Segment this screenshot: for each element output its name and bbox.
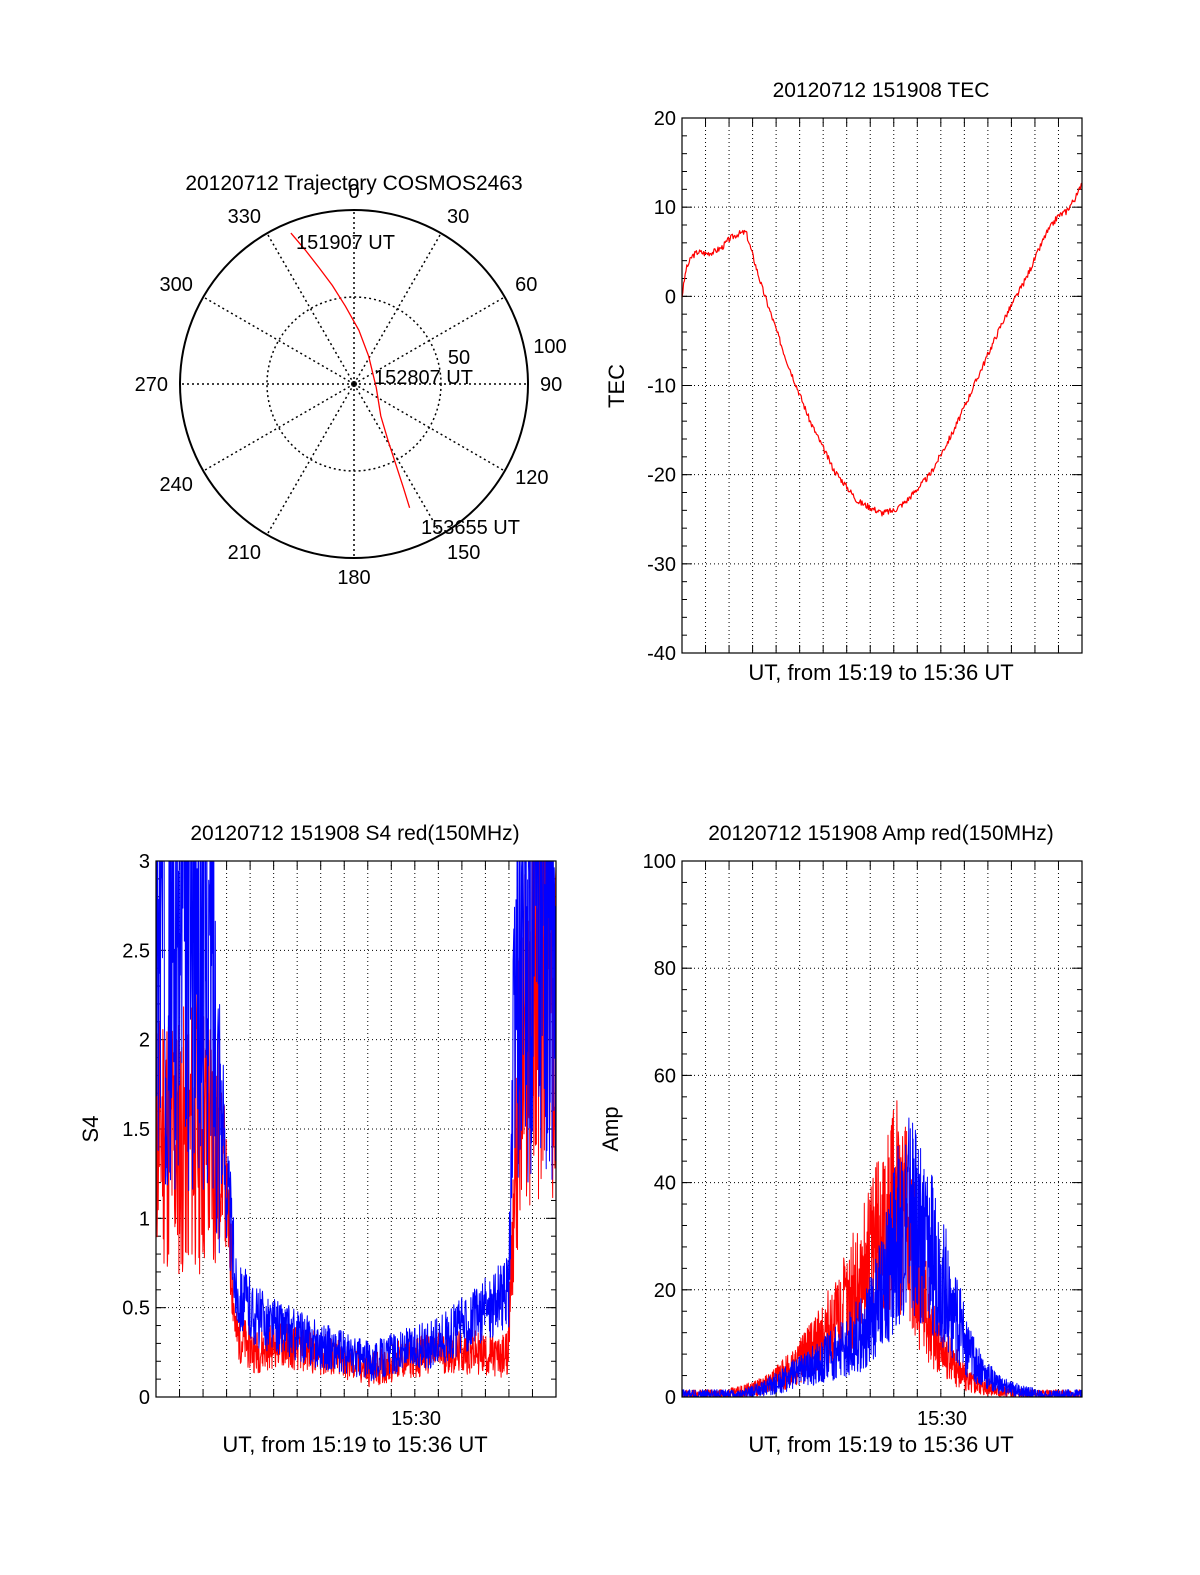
y-tick-label: 0	[665, 286, 676, 308]
series-group	[156, 861, 556, 1388]
tec-title: 20120712 151908 TEC	[773, 79, 990, 102]
y-tick-label: 1	[139, 1208, 150, 1230]
polar-angle-label: 270	[135, 374, 168, 396]
s4-title: 20120712 151908 S4 red(150MHz)	[190, 822, 519, 845]
amp-title: 20120712 151908 Amp red(150MHz)	[708, 822, 1054, 845]
polar-spoke	[353, 383, 442, 536]
polar-spoke	[266, 383, 355, 536]
y-tick-label: 60	[654, 1065, 676, 1087]
series-line	[156, 861, 556, 1382]
polar-title: 20120712 Trajectory COSMOS2463	[185, 172, 522, 195]
series-line	[682, 1117, 1082, 1397]
tec-plot-area: 20 10 0 -10 -20 -30 -40	[647, 108, 1083, 665]
polar-spoke	[202, 383, 355, 472]
polar-annotation-start: 151907 UT	[296, 232, 395, 254]
series-line	[682, 182, 1082, 517]
polar-spoke	[202, 296, 355, 385]
polar-angle-label: 300	[160, 274, 193, 296]
amp-ylabel: Amp	[598, 1106, 623, 1151]
s4-ylabel: S4	[78, 1116, 103, 1143]
polar-angle-label: 90	[540, 374, 562, 396]
y-tick-label: -20	[647, 465, 676, 487]
polar-spoke	[353, 296, 506, 385]
y-tick-label: 0	[665, 1387, 676, 1409]
polar-angle-label: 120	[515, 467, 548, 489]
polar-radial-label: 100	[533, 336, 566, 358]
polar-center	[351, 381, 357, 387]
y-tick-label: 3	[139, 851, 150, 873]
y-tick-label: -40	[647, 643, 676, 665]
y-tick-label: -30	[647, 554, 676, 576]
y-tick-label: -10	[647, 376, 676, 398]
polar-angle-label: 240	[160, 474, 193, 496]
y-tick-label: 2	[139, 1030, 150, 1052]
polar-outer-ring	[179, 209, 529, 559]
tec-chart: 20120712 151908 TEC UT, from 15:19 to 15…	[604, 79, 1083, 685]
polar-angle-label: 150	[447, 542, 480, 564]
polar-trajectory-chart: 20120712 Trajectory COSMOS2463 0 30 60 90 12…	[135, 172, 567, 589]
y-tick-label: 1.5	[122, 1119, 150, 1141]
polar-angle-label: 0	[348, 181, 359, 203]
polar-grid	[179, 209, 529, 559]
s4-chart: 20120712 151908 S4 red(150MHz) UT, from …	[78, 822, 557, 1457]
y-tick-label: 2.5	[122, 940, 150, 962]
amp-xlabel: UT, from 15:19 to 15:36 UT	[748, 1432, 1013, 1457]
y-tick-label: 100	[643, 851, 676, 873]
polar-annotation-end: 153655 UT	[421, 517, 520, 539]
polar-angle-label: 60	[515, 274, 537, 296]
plot-frame	[155, 860, 557, 1398]
y-tick-label: 0	[139, 1387, 150, 1409]
y-tick-label: 20	[654, 1280, 676, 1302]
series-group	[682, 1100, 1082, 1397]
polar-spoke	[353, 383, 506, 472]
series-group	[682, 182, 1082, 517]
polar-angle-label: 30	[447, 206, 469, 228]
polar-angle-label: 210	[228, 542, 261, 564]
polar-series	[290, 232, 411, 508]
amp-plot-area: 0 20 40 60 80 100	[643, 851, 1083, 1409]
s4-xtick-label: 15:30	[391, 1408, 441, 1430]
amp-xtick-label: 15:30	[917, 1408, 967, 1430]
polar-trajectory-line	[290, 232, 411, 508]
y-tick-label: 40	[654, 1173, 676, 1195]
polar-angle-label: 180	[337, 567, 370, 589]
y-tick-label: 10	[654, 197, 676, 219]
tec-ylabel: TEC	[604, 364, 629, 408]
polar-spoke	[353, 232, 442, 385]
polar-annotation-mid: 152807 UT	[374, 367, 473, 389]
s4-xlabel: UT, from 15:19 to 15:36 UT	[222, 1432, 487, 1457]
tec-xlabel: UT, from 15:19 to 15:36 UT	[748, 660, 1013, 685]
polar-radial-label: 50	[448, 347, 470, 369]
series-line	[156, 861, 556, 1388]
plot-frame	[681, 117, 1083, 654]
plot-frame	[681, 860, 1083, 1398]
s4-plot-area: 0 0.5 1 1.5 2 2.5 3	[122, 851, 557, 1409]
amp-chart: 20120712 151908 Amp red(150MHz) UT, from…	[598, 822, 1083, 1457]
polar-spoke	[266, 232, 355, 385]
y-tick-label: 80	[654, 958, 676, 980]
polar-angle-label: 330	[228, 206, 261, 228]
series-line	[682, 1100, 1082, 1397]
y-tick-label: 0.5	[122, 1298, 150, 1320]
polar-angle-labels: 0 30 60 90 120 150 180 210 240 270 300 330 50 100	[135, 181, 567, 589]
y-tick-label: 20	[654, 108, 676, 130]
